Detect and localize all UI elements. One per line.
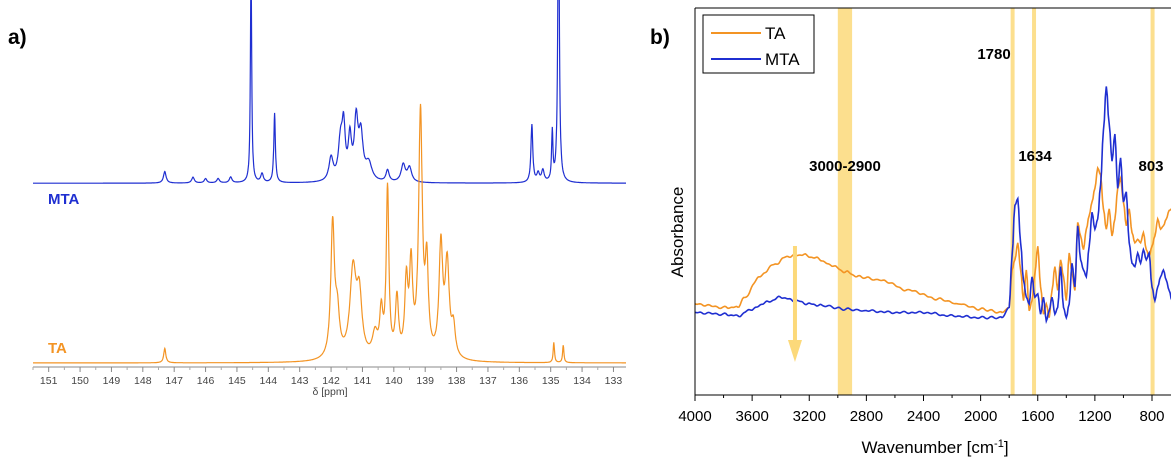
x-tick-label-a: 134 (573, 375, 591, 387)
x-tick-label-b: 2400 (907, 408, 940, 425)
legend-b: TA MTA (702, 14, 815, 74)
x-axis-label-b-sup: -1 (994, 438, 1004, 450)
x-tick-label-b: 1600 (1021, 408, 1054, 425)
nmr-traces (33, 0, 626, 364)
x-tick-label-a: 141 (354, 375, 372, 387)
x-tick-label-b: 4000 (678, 408, 711, 425)
highlight-band (1010, 8, 1015, 395)
legend-box (702, 14, 815, 74)
x-tick-label-a: 149 (103, 375, 121, 387)
x-axis-ticks-b: 4000 3600 3200 2800 2400 2000 1600 1200 800 (678, 395, 1165, 425)
x-tick-label-a: 135 (542, 375, 560, 387)
x-tick-label-a: 133 (605, 375, 623, 387)
x-tick-label-b: 2800 (850, 408, 883, 425)
x-tick-label-b: 3200 (793, 408, 826, 425)
series-label-mta: MTA (48, 191, 80, 208)
x-tick-label-a: 136 (511, 375, 529, 387)
series-label-ta: TA (48, 340, 67, 357)
nmr-trace-mta (33, 0, 626, 184)
y-axis-label-b: Absorbance (668, 187, 687, 278)
x-tick-label-a: 137 (479, 375, 497, 387)
arrow-head (787, 340, 802, 362)
x-tick-label-a: 139 (416, 375, 434, 387)
decrease-arrow (787, 246, 802, 362)
ftir-trace-mta (695, 86, 1171, 325)
x-tick-label-a: 146 (197, 375, 215, 387)
annotation-3000-2900: 3000-2900 (809, 158, 881, 175)
panel-a: a) MTA TA 151 150 149 148 147 146 145 144 143 142… (8, 0, 626, 398)
annotation-1634: 1634 (1018, 148, 1052, 165)
highlight-band (837, 8, 853, 395)
x-axis-label-b-end: ] (1004, 438, 1009, 457)
legend-label-ta: TA (765, 24, 786, 43)
nmr-trace-ta (33, 103, 626, 364)
x-axis-label-a: δ [ppm] (312, 386, 347, 398)
annotation-1780: 1780 (977, 46, 1010, 63)
highlight-band (1150, 8, 1155, 395)
x-axis-label-b: Wavenumber [cm-1] (861, 438, 1008, 457)
x-tick-label-a: 150 (71, 375, 89, 387)
highlight-bands (837, 8, 1155, 395)
x-tick-label-a: 142 (322, 375, 340, 387)
ftir-traces (695, 86, 1171, 325)
x-tick-label-a: 148 (134, 375, 152, 387)
x-tick-label-a: 140 (385, 375, 403, 387)
legend-label-mta: MTA (765, 50, 800, 69)
x-tick-label-b: 3600 (735, 408, 768, 425)
panel-b: b) Absorbance 3000-2900 1780 1634 803 40… (650, 7, 1171, 457)
x-tick-label-b: 2000 (964, 408, 997, 425)
x-tick-label-a: 145 (228, 375, 246, 387)
x-axis-ticks-a: 151 150 149 148 147 146 145 144 143 142 141 140 139 1… (32, 367, 623, 387)
highlight-band (1032, 8, 1037, 395)
x-axis-label-b-main: Wavenumber [cm (861, 438, 994, 457)
annotation-803: 803 (1138, 158, 1163, 175)
x-tick-label-a: 147 (165, 375, 183, 387)
x-tick-label-a: 144 (260, 375, 278, 387)
ftir-trace-ta (695, 165, 1171, 318)
panel-a-label: a) (8, 26, 27, 49)
x-tick-label-b: 1200 (1078, 408, 1111, 425)
panel-b-label: b) (650, 26, 670, 49)
x-tick-label-a: 151 (40, 375, 58, 387)
x-tick-label-a: 138 (448, 375, 466, 387)
x-tick-label-a: 143 (291, 375, 309, 387)
x-tick-label-b: 800 (1139, 408, 1164, 425)
